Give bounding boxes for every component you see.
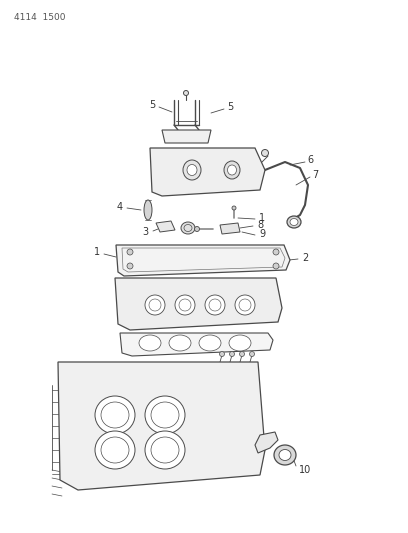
Text: 3: 3 [142, 227, 148, 237]
Ellipse shape [184, 91, 188, 95]
Ellipse shape [262, 149, 268, 157]
Text: 5: 5 [227, 102, 233, 112]
Ellipse shape [279, 449, 291, 461]
Ellipse shape [250, 351, 255, 357]
Ellipse shape [175, 295, 195, 315]
Ellipse shape [169, 335, 191, 351]
Polygon shape [150, 148, 265, 196]
Ellipse shape [127, 263, 133, 269]
Polygon shape [115, 278, 282, 330]
Polygon shape [255, 432, 278, 453]
Ellipse shape [183, 160, 201, 180]
Text: 6: 6 [307, 155, 313, 165]
Text: 7: 7 [312, 170, 318, 180]
Ellipse shape [145, 396, 185, 434]
Text: 10: 10 [299, 465, 311, 475]
Ellipse shape [224, 161, 240, 179]
Ellipse shape [181, 222, 195, 234]
Text: 4: 4 [117, 202, 123, 212]
Ellipse shape [145, 295, 165, 315]
Ellipse shape [290, 219, 298, 225]
Ellipse shape [228, 165, 237, 175]
Text: 1: 1 [259, 213, 265, 223]
Ellipse shape [205, 295, 225, 315]
Ellipse shape [232, 206, 236, 210]
Ellipse shape [139, 335, 161, 351]
Ellipse shape [145, 431, 185, 469]
Ellipse shape [95, 396, 135, 434]
Polygon shape [220, 223, 240, 234]
Polygon shape [58, 362, 265, 490]
Ellipse shape [239, 351, 244, 357]
Polygon shape [116, 245, 290, 276]
Ellipse shape [287, 216, 301, 228]
Polygon shape [120, 333, 273, 356]
Text: 4114  1500: 4114 1500 [14, 13, 66, 22]
Text: 8: 8 [257, 220, 263, 230]
Ellipse shape [235, 295, 255, 315]
Ellipse shape [127, 249, 133, 255]
Text: 9: 9 [259, 229, 265, 239]
Polygon shape [156, 221, 175, 232]
Polygon shape [162, 130, 211, 143]
Text: 1: 1 [94, 247, 100, 257]
Text: 5: 5 [149, 100, 155, 110]
Ellipse shape [195, 227, 200, 231]
Ellipse shape [187, 165, 197, 175]
Ellipse shape [220, 351, 224, 357]
Ellipse shape [144, 200, 152, 220]
Text: 2: 2 [302, 253, 308, 263]
Ellipse shape [274, 445, 296, 465]
Ellipse shape [273, 263, 279, 269]
Ellipse shape [273, 249, 279, 255]
Ellipse shape [229, 351, 235, 357]
Ellipse shape [229, 335, 251, 351]
Ellipse shape [199, 335, 221, 351]
Ellipse shape [95, 431, 135, 469]
